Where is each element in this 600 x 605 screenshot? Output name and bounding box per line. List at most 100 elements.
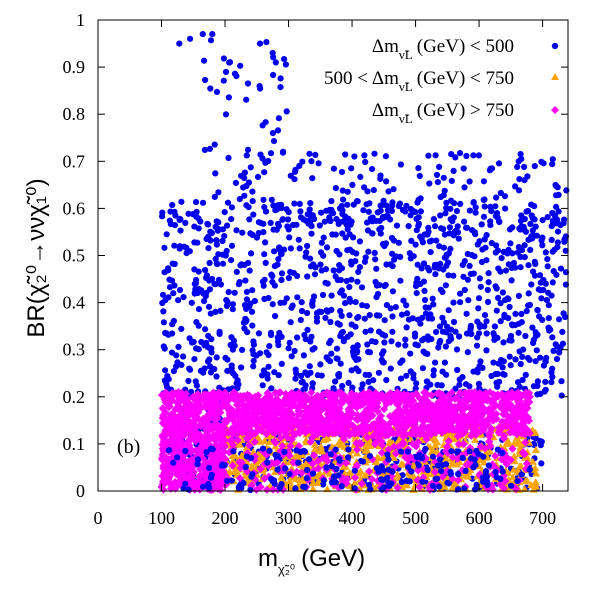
series-1-point [393, 222, 401, 229]
series-1-point [414, 275, 421, 282]
series-1-point [476, 321, 483, 328]
series-1-point [475, 305, 482, 312]
series-2-point [489, 433, 498, 441]
series-3-point [288, 428, 297, 437]
series-1-point [215, 189, 222, 196]
series-1-point [516, 176, 523, 183]
series-1-point [466, 207, 473, 214]
series-1-point [346, 312, 353, 319]
series-1-point [377, 172, 384, 179]
series-2-point [256, 450, 265, 458]
series-1-point [370, 377, 377, 384]
series-1-point [222, 111, 230, 118]
series-1-point [538, 237, 545, 244]
series-1-point [403, 202, 410, 209]
series-1-point [337, 289, 344, 296]
series-1-point [437, 286, 444, 293]
series-1-point [274, 466, 281, 473]
series-1-point [187, 35, 194, 42]
series-1-point [483, 318, 490, 325]
series-1-point [320, 477, 327, 484]
series-3-point [476, 405, 485, 414]
series-1-point [562, 233, 570, 240]
series-1-point [261, 204, 268, 211]
series-1-point [201, 298, 208, 305]
series-3-point [217, 475, 226, 484]
series-2-point [336, 436, 345, 444]
series-1-point [528, 201, 535, 208]
series-1-point [275, 342, 282, 349]
series-3-point [490, 399, 499, 408]
series-2-point [517, 462, 526, 470]
series-3-point [501, 401, 510, 410]
series-1-point [395, 341, 402, 348]
series-2-point [318, 447, 327, 455]
series-1-point [450, 214, 457, 221]
series-1-point [450, 318, 458, 326]
series-2-point [528, 457, 537, 465]
series-1-point [411, 333, 419, 340]
series-1-point [228, 365, 235, 372]
series-1-point [201, 57, 208, 64]
series-3-point [263, 399, 272, 408]
series-1-point [278, 276, 285, 284]
series-1-point [407, 350, 414, 357]
series-3-point [365, 404, 374, 413]
series-3-point [252, 485, 261, 494]
y-tick-label: 0.2 [63, 387, 86, 407]
series-1-point [161, 377, 168, 384]
series-1-point [518, 212, 525, 219]
series-1-point [539, 242, 546, 249]
series-1-point [534, 307, 541, 314]
series-3-point [287, 402, 296, 411]
series-1-point [216, 328, 223, 335]
series-1-point [466, 448, 473, 455]
series-1-point [456, 150, 464, 157]
series-2-point [339, 463, 348, 471]
series-1-point [426, 238, 433, 245]
series-1-point [553, 271, 560, 278]
series-1-point [421, 287, 428, 294]
series-1-point [487, 165, 494, 172]
series-3-point [247, 410, 256, 419]
series-1-point [285, 226, 292, 233]
series-1-point [424, 466, 431, 474]
series-3-point [365, 467, 374, 476]
series-1-point [262, 259, 269, 266]
y-tick-label: 0.6 [63, 198, 86, 218]
series-1-point [526, 466, 533, 473]
series-1-point [344, 201, 351, 208]
series-1-point [317, 249, 325, 256]
series-1-point [378, 356, 385, 363]
series-1-point [332, 185, 339, 192]
series-1-point [430, 367, 437, 374]
series-1-point [170, 459, 177, 466]
series-1-point [395, 202, 402, 210]
series-1-point [502, 205, 509, 212]
series-1-point [354, 278, 361, 285]
series-3-point [253, 426, 262, 435]
series-1-point [439, 368, 446, 375]
series-1-point [228, 257, 235, 264]
series-3-point [525, 429, 534, 438]
series-1-point [512, 356, 519, 363]
series-1-point [226, 59, 233, 66]
series-2-point [523, 453, 532, 461]
x-tick-label: 700 [529, 508, 556, 528]
series-1-point [244, 146, 252, 153]
series-1-point [552, 341, 559, 348]
series-1-point [409, 315, 416, 322]
series-1-point [483, 478, 491, 485]
series-3-point [230, 395, 239, 404]
series-1-point [347, 331, 354, 338]
series-1-point [213, 354, 220, 361]
series-3-point [415, 483, 424, 492]
series-1-point [278, 333, 285, 340]
series-3-point [258, 413, 267, 422]
series-1-point [309, 302, 316, 309]
series-2-point [480, 458, 489, 466]
series-3-point [357, 428, 366, 437]
series-1-point [230, 448, 237, 455]
series-1-point [306, 363, 313, 370]
series-1-point [180, 485, 187, 492]
